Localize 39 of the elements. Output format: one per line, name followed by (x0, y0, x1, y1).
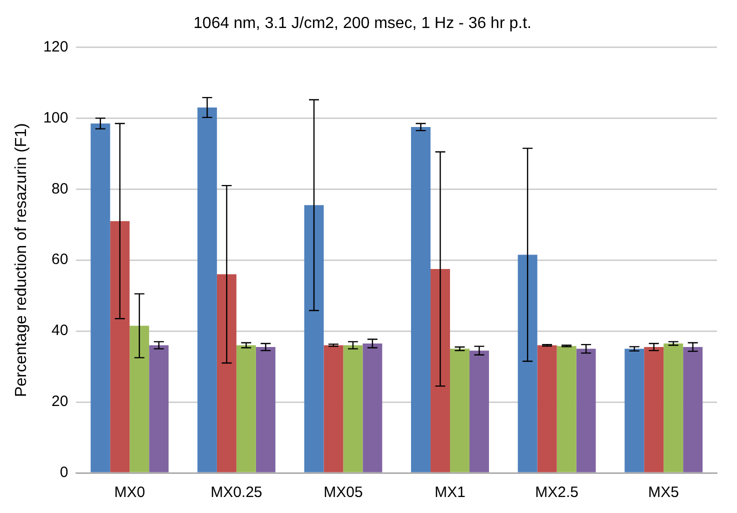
y-axis-title: Percentage reduction of resazurin (F1) (13, 123, 30, 398)
bar (130, 326, 150, 472)
x-tick-label: MX2.5 (535, 484, 578, 502)
y-tick-label: 80 (52, 180, 68, 198)
bar (304, 205, 324, 472)
bar (236, 345, 256, 472)
bar (470, 350, 489, 472)
y-tick-label: 60 (52, 251, 68, 268)
bar (362, 343, 382, 472)
x-tick-label: MX05 (324, 484, 363, 502)
bar (518, 254, 538, 472)
y-tick-label: 100 (43, 109, 68, 126)
bar (149, 345, 169, 472)
bar (411, 127, 431, 472)
x-tick-label: MX0 (114, 484, 146, 502)
bar (343, 345, 363, 472)
bar (216, 274, 236, 472)
bar (110, 221, 130, 472)
bar (683, 347, 703, 472)
bar (256, 347, 276, 472)
bar (537, 345, 557, 472)
bar (450, 348, 470, 472)
bar (644, 347, 664, 472)
bar (324, 345, 344, 472)
y-tick-label: 20 (52, 393, 68, 410)
x-tick-label: MX1 (434, 484, 466, 502)
bar (556, 346, 576, 472)
bar (197, 108, 217, 472)
x-tick-label: MX0.25 (210, 484, 262, 502)
y-tick-label: 0 (60, 464, 68, 482)
bar (90, 123, 110, 472)
chart-title: 1064 nm, 3.1 J/cm2, 200 msec, 1 Hz - 36 hr p.t. (194, 15, 532, 32)
y-tick-label: 40 (52, 322, 68, 340)
x-tick-label: MX5 (648, 484, 680, 502)
bar (430, 268, 450, 472)
bar (624, 348, 644, 472)
y-tick-label: 120 (43, 38, 68, 56)
bar (576, 348, 596, 472)
bar (664, 343, 684, 472)
